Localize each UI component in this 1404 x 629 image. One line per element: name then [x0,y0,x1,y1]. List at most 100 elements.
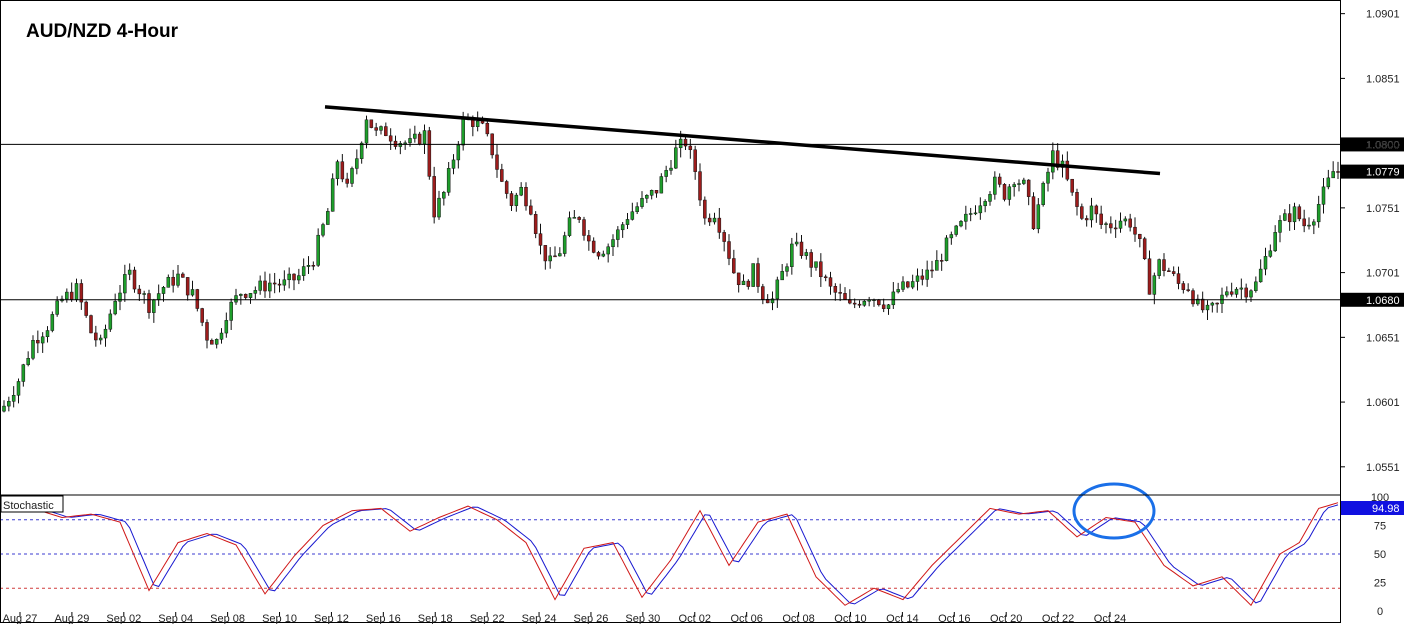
candle-body [461,117,465,146]
candle-body [514,194,519,206]
candle-body [1278,220,1282,233]
candle-body [210,339,214,345]
candle-body [1181,283,1186,290]
candle-body [282,279,287,286]
x-tick-label: Oct 24 [1094,613,1126,624]
stochastic-value-label: 94.98 [1372,503,1400,515]
candle-body [930,269,934,272]
candle-body [616,229,620,240]
candle-body [84,301,88,316]
candle-body [1321,186,1326,205]
candle-body [756,263,760,287]
candle-body [645,195,649,199]
price-tick-label: 1.0701 [1366,268,1400,280]
candle-body [1331,171,1335,179]
candle-body [959,221,963,227]
candle-body [340,161,345,180]
candle-body [176,273,180,286]
candle-body [722,232,726,242]
candle-body [949,234,954,239]
candle-body [785,266,789,272]
price-tick-label: 1.0800 [1366,139,1400,151]
candle-body [794,241,799,245]
candle-body [519,186,523,196]
price-tick-label: 1.0651 [1366,332,1400,344]
candle-body [301,266,306,276]
candle-body [538,233,543,246]
candle-body [920,275,925,280]
chart-title: AUD/NZD 4-Hour [26,21,179,42]
candle-body [1215,302,1219,305]
candle-body [1075,192,1079,207]
candle-body [181,273,185,278]
candle-body [1133,226,1137,235]
candle-body [567,217,572,236]
price-levels: 1.0800 1.0680 1.0779 [0,105,1404,307]
candle-body [369,119,374,128]
candle-body [258,280,262,291]
candle-body [630,211,635,220]
x-tick-label: Aug 27 [3,613,38,624]
candle-body [1084,218,1089,221]
candle-body [118,292,122,302]
current-price-tag [1341,164,1404,179]
candle-body [857,303,862,306]
candle-body [1176,273,1181,284]
x-tick-label: Sep 18 [418,613,453,624]
candle-body [1316,204,1321,223]
candle-body [703,199,707,219]
candle-body [442,192,446,199]
stochastic-tick-label: 100 [1371,492,1389,504]
candle-body [1012,184,1016,188]
candle-body [1234,288,1239,295]
candle-body [828,277,833,287]
candle-body [562,235,567,254]
candle-body [582,219,586,236]
candle-body [693,149,697,172]
candle-body [89,315,93,334]
candle-body [968,213,973,215]
x-tick-label: Oct 10 [834,613,866,624]
candle-body [239,293,243,296]
stochastic-signal-line [4,504,1339,605]
stochastic-layer: 94.98 [0,482,1404,607]
candle-body [838,292,842,294]
candle-body [533,214,538,234]
current-price-label: 1.0779 [1366,167,1400,179]
candle-body [321,224,325,236]
candle-body [446,168,451,193]
candle-body [374,127,378,131]
candle-body [819,261,823,278]
candle-body [113,301,117,315]
candle-body [311,265,316,267]
candle-body [717,217,722,233]
stochastic-main-line [3,502,1339,607]
level-price-tag [1341,292,1404,307]
candle-body [1099,213,1103,225]
candle-body [780,271,784,281]
candle-body [427,130,432,177]
candle-body [901,281,905,290]
candle-body [171,276,175,286]
candle-body [529,205,533,215]
candle-body [736,272,741,286]
candle-body [161,287,166,294]
candle-body [1307,224,1311,227]
candle-body [103,328,108,339]
candle-body [152,299,156,313]
candle-body [698,171,702,201]
candle-body [398,143,403,147]
candle-body [326,211,330,225]
candle-body [1070,178,1074,193]
level-price-label: 1.0680 [1366,295,1400,307]
candle-body [364,119,369,144]
candle-body [190,289,195,296]
candle-body [108,313,113,330]
candle-body [712,217,717,223]
candle-body [823,276,828,279]
candle-body [200,308,204,323]
candle-body [1239,287,1244,290]
x-tick-label: Sep 16 [366,613,401,624]
candle-body [355,158,359,169]
